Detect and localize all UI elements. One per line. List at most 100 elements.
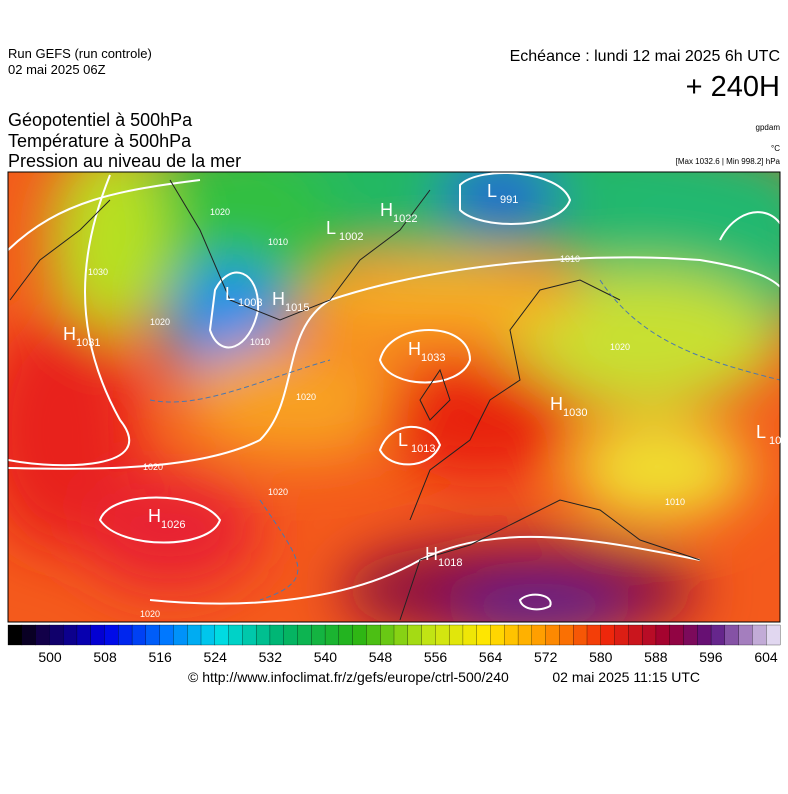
colorbar-swatch <box>214 624 230 646</box>
center-type: L <box>225 284 235 304</box>
colorbar-swatch <box>173 624 188 646</box>
generated: 02 mai 2025 11:15 UTC <box>552 669 700 685</box>
source: © http://www.infoclimat.fr/z/gefs/europe… <box>188 669 509 685</box>
colorbar-swatch <box>531 624 547 646</box>
map <box>8 172 780 622</box>
center-value: 1018 <box>438 557 462 569</box>
center-value: 1033 <box>421 352 445 364</box>
colorbar-swatch <box>407 624 423 646</box>
colorbar-swatch <box>669 624 684 646</box>
colorbar-swatch <box>21 624 37 646</box>
colorbar-swatch <box>366 624 381 646</box>
colorbar-swatch <box>421 624 436 646</box>
colorbar-swatch <box>545 624 560 646</box>
colorbar-swatch <box>614 624 629 646</box>
isobar-label: 1020 <box>143 462 163 472</box>
pressure-center: H 1015 <box>272 289 309 314</box>
isobar-label: 1020 <box>296 392 316 402</box>
isobar-label: 1020 <box>140 609 160 619</box>
isobar-label: 1020 <box>210 207 230 217</box>
colorbar-swatch <box>242 624 257 646</box>
pressure-center: H 1031 <box>63 324 100 349</box>
center-type: H <box>380 200 393 220</box>
unit: gpdam <box>756 123 781 132</box>
colorbar-swatch <box>297 624 312 646</box>
title: Température à 500hPa <box>8 131 192 151</box>
unit: [Max 1032.6 | Min 998.2] hPa <box>676 157 781 166</box>
colorbar-swatch <box>131 624 147 646</box>
colorbar: 500 508 516 524 532 540 548 556 564 572 580 588 596 6… <box>7 624 781 665</box>
colorbar-swatch <box>255 624 271 646</box>
colorbar-swatch <box>35 624 50 646</box>
colorbar-label: 548 <box>369 649 393 665</box>
center-type: H <box>272 289 285 309</box>
pressure-center: L 1013 <box>398 430 435 455</box>
center-type: L <box>487 181 497 201</box>
center-value: 1013 <box>411 443 435 455</box>
colorbar-swatch <box>311 624 326 646</box>
run: Run GEFS (run controle) <box>8 46 152 61</box>
colorbar-swatch <box>90 624 105 646</box>
colorbar-swatch <box>752 624 767 646</box>
colorbar-swatch <box>435 624 450 646</box>
colorbar-swatch <box>269 624 285 646</box>
isobar-label: 1010 <box>250 337 270 347</box>
center-value: 1003 <box>238 297 262 309</box>
colorbar-label: 564 <box>479 649 503 665</box>
pressure-center: L 1003 <box>225 284 262 309</box>
colorbar-label: 556 <box>424 649 448 665</box>
colorbar-swatch <box>641 624 657 646</box>
center-value: 1002 <box>339 231 363 243</box>
colorbar-label: 524 <box>204 649 228 665</box>
pressure-center: H 1030 <box>550 394 587 419</box>
colorbar-swatch <box>228 624 243 646</box>
isobar-label: 1020 <box>610 342 630 352</box>
colorbar-swatch <box>49 624 64 646</box>
colorbar-swatch <box>145 624 161 646</box>
colorbar-swatch <box>380 624 395 646</box>
colorbar-swatch <box>159 624 174 646</box>
colorbar-label: 604 <box>754 649 778 665</box>
run-date: 02 mai 2025 06Z <box>8 62 106 77</box>
colorbar-swatch <box>393 624 409 646</box>
colorbar-swatch <box>628 624 643 646</box>
lead: + 240H <box>686 71 780 103</box>
colorbar-swatch <box>187 624 202 646</box>
colorbar-swatch <box>76 624 92 646</box>
title: Géopotentiel à 500hPa <box>8 110 193 130</box>
echeance: Echéance : lundi 12 mai 2025 6h UTC <box>510 48 780 65</box>
center-type: L <box>398 430 408 450</box>
colorbar-swatch <box>600 624 616 646</box>
isobar-label: 1030 <box>88 267 108 277</box>
center-type: L <box>326 218 336 238</box>
pressure-center: H 1022 <box>380 200 417 225</box>
center-type: H <box>408 339 421 359</box>
colorbar-swatch <box>200 624 216 646</box>
colorbar-swatch <box>283 624 298 646</box>
colorbar-swatch <box>338 624 354 646</box>
pressure-center: L 1002 <box>326 218 363 243</box>
colorbar-swatch <box>586 624 602 646</box>
colorbar-label: 500 <box>38 649 62 665</box>
isobar-label: 1020 <box>268 487 288 497</box>
colorbar-label: 516 <box>148 649 172 665</box>
center-value: 1030 <box>563 407 587 419</box>
colorbar-label: 572 <box>534 649 558 665</box>
unit: °C <box>771 144 780 153</box>
colorbar-swatch <box>62 624 78 646</box>
title: Pression au niveau de la mer <box>8 151 241 171</box>
colorbar-swatch <box>7 624 23 646</box>
colorbar-swatch <box>118 624 133 646</box>
center-type: L <box>756 422 766 442</box>
colorbar-swatch <box>504 624 519 646</box>
pressure-center: H 1018 <box>425 544 462 569</box>
isobar-label: 1010 <box>560 254 580 264</box>
center-type: H <box>148 506 161 526</box>
center-value: 991 <box>500 194 518 206</box>
pressure-center: H 1033 <box>408 339 445 364</box>
pressure-center: H 1026 <box>148 506 185 531</box>
colorbar-label: 596 <box>699 649 723 665</box>
colorbar-swatch <box>559 624 574 646</box>
colorbar-swatch <box>724 624 740 646</box>
